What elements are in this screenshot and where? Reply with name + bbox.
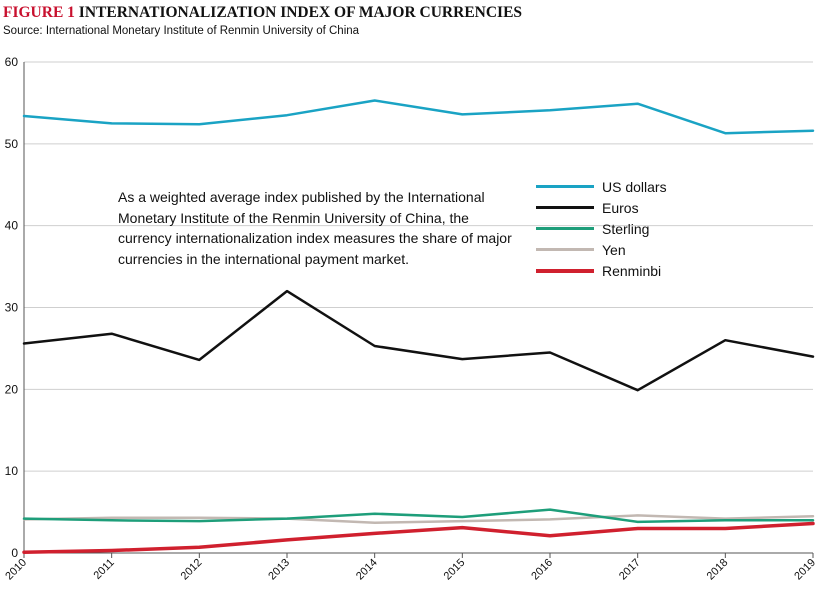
- chart-annotation: As a weighted average index published by…: [118, 189, 512, 267]
- legend-swatch: [536, 185, 594, 188]
- legend-item-euros: Euros: [536, 197, 667, 218]
- legend-label: Euros: [602, 199, 639, 216]
- legend-swatch: [536, 206, 594, 209]
- legend-item-yen: Yen: [536, 239, 667, 260]
- x-tick-label: 2016: [529, 557, 555, 583]
- series-line-sterling: [22, 508, 815, 524]
- figure-title: FIGURE 1 INTERNATIONALIZATION INDEX OF M…: [3, 4, 522, 22]
- x-tick-label: 2010: [3, 557, 29, 583]
- x-tick-label: 2014: [354, 557, 380, 583]
- figure-source: Source: International Monetary Institute…: [3, 25, 360, 37]
- x-tick-label: 2012: [179, 557, 205, 583]
- legend-label: Sterling: [602, 220, 650, 237]
- x-tick-label: 2019: [792, 557, 818, 583]
- legend-label: US dollars: [602, 178, 667, 195]
- series-line-yen: [22, 514, 815, 524]
- legend-swatch: [536, 268, 594, 273]
- legend-swatch: [536, 248, 594, 251]
- y-tick-label: 40: [5, 219, 19, 233]
- y-tick-label: 0: [11, 546, 18, 560]
- legend-item-us-dollars: US dollars: [536, 176, 667, 197]
- legend-item-renminbi: Renminbi: [536, 260, 667, 281]
- x-tick-label: 2015: [442, 557, 468, 583]
- legend-item-sterling: Sterling: [536, 218, 667, 239]
- series-line-renminbi: [22, 521, 815, 554]
- y-tick-label: 30: [5, 301, 19, 315]
- series-line-us-dollars: [22, 99, 815, 135]
- y-tick-label: 60: [5, 55, 19, 69]
- x-tick-label: 2018: [705, 557, 731, 583]
- x-tick-label: 2011: [92, 557, 117, 582]
- legend-swatch: [536, 227, 594, 230]
- series-line-euros: [22, 289, 815, 392]
- x-tick-label: 2013: [266, 557, 292, 583]
- y-tick-label: 10: [5, 464, 19, 478]
- figure-label: FIGURE 1: [3, 4, 75, 21]
- figure-title-text: INTERNATIONALIZATION INDEX OF MAJOR CURR…: [78, 4, 523, 21]
- y-tick-label: 20: [5, 382, 19, 396]
- legend-label: Yen: [602, 241, 626, 258]
- chart-legend: US dollars Euros Sterling Yen Renminbi: [536, 176, 667, 281]
- y-tick-label: 50: [5, 137, 19, 151]
- legend-label: Renminbi: [602, 262, 662, 279]
- x-tick-label: 2017: [617, 557, 643, 583]
